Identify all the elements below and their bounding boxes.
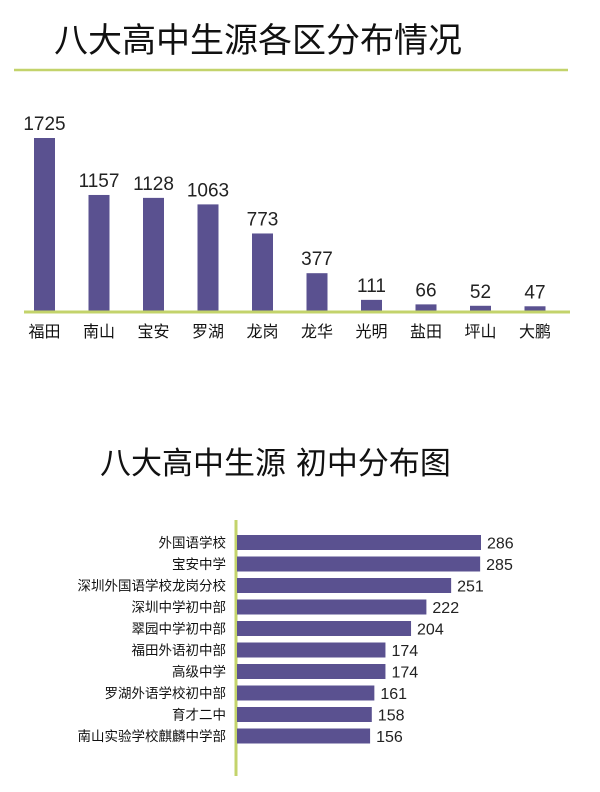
tick-label: 外国语学校 <box>159 535 227 552</box>
data-label: 1157 <box>79 171 120 192</box>
data-label: 47 <box>524 282 545 303</box>
district-chart: 八大高中生源各区分布情况 1725 福田 1157 南山 1128 宝安 1063 罗湖 773… <box>14 21 570 341</box>
bar-罗湖 <box>197 204 219 311</box>
bar-3 <box>237 578 452 593</box>
data-label: 1063 <box>187 180 229 201</box>
tick-label: 罗湖外语学校初中部 <box>105 685 227 702</box>
school-chart: 八大高中生源 初中分布图 外国语学校 286 宝安中学 285 深圳外国语学校龙岗分校 2… <box>78 446 514 776</box>
tick-label: 坪山 <box>464 322 496 341</box>
bar-宝安 <box>143 197 164 311</box>
bars: 外国语学校 286 宝安中学 285 深圳外国语学校龙岗分校 251 深圳中学初中部 222 翠… <box>78 535 514 747</box>
tick-label: 大鹏 <box>519 322 551 341</box>
data-label: 286 <box>487 536 514 553</box>
bar-4 <box>237 599 427 615</box>
bar-坪山 <box>470 305 491 311</box>
bar-5 <box>237 621 412 636</box>
bar-8 <box>237 685 375 701</box>
data-label: 174 <box>391 643 418 660</box>
tick-label: 南山 <box>83 322 115 341</box>
data-label: 204 <box>417 622 444 639</box>
bar-光明 <box>361 299 382 311</box>
bar-福田 <box>34 138 55 311</box>
tick-label: 翠园中学初中部 <box>132 621 227 638</box>
data-label: 161 <box>380 686 407 703</box>
data-label: 156 <box>376 729 403 746</box>
bar-9 <box>237 707 372 722</box>
bar-7 <box>237 664 386 679</box>
tick-label: 高级中学 <box>172 664 226 681</box>
bar-大鹏 <box>524 306 546 311</box>
tick-label: 宝安 <box>137 322 169 341</box>
data-label: 52 <box>470 282 491 303</box>
data-label: 158 <box>378 708 405 725</box>
tick-label: 育才二中 <box>172 708 226 724</box>
data-label: 1128 <box>133 174 174 195</box>
tick-label: 宝安中学 <box>172 557 226 573</box>
data-label: 377 <box>301 249 333 270</box>
bars: 1725 福田 1157 南山 1128 宝安 1063 罗湖 773 龙岗 377 龙华 111 光明 6… <box>23 114 551 341</box>
bar-南山 <box>88 194 110 311</box>
data-label: 111 <box>357 276 386 297</box>
bar-6 <box>237 642 386 658</box>
bar-2 <box>237 556 481 572</box>
tick-label: 福田外语初中部 <box>132 642 227 659</box>
tick-label: 福田 <box>28 322 60 341</box>
tick-label: 光明 <box>355 322 387 341</box>
tick-label: 罗湖 <box>192 322 224 341</box>
data-label: 222 <box>432 600 459 617</box>
tick-label: 南山实验学校麒麟中学部 <box>78 728 227 745</box>
data-label: 1725 <box>23 114 65 135</box>
bar-1 <box>237 535 481 550</box>
bar-龙华 <box>306 273 328 311</box>
bar-龙岗 <box>252 233 273 311</box>
tick-label: 盐田 <box>410 322 442 341</box>
data-label: 174 <box>391 665 418 682</box>
bar-10 <box>237 728 371 744</box>
chart-title: 八大高中生源各区分布情况 <box>54 21 462 61</box>
data-label: 285 <box>486 557 513 574</box>
tick-label: 深圳外国语学校龙岗分校 <box>78 578 227 595</box>
tick-label: 深圳中学初中部 <box>132 599 227 616</box>
tick-label: 龙华 <box>301 322 333 341</box>
bar-盐田 <box>415 304 437 311</box>
data-label: 66 <box>415 280 436 301</box>
tick-label: 龙岗 <box>246 322 278 341</box>
data-label: 773 <box>247 209 279 230</box>
data-label: 251 <box>457 579 484 596</box>
chart-title: 八大高中生源 初中分布图 <box>100 446 451 482</box>
